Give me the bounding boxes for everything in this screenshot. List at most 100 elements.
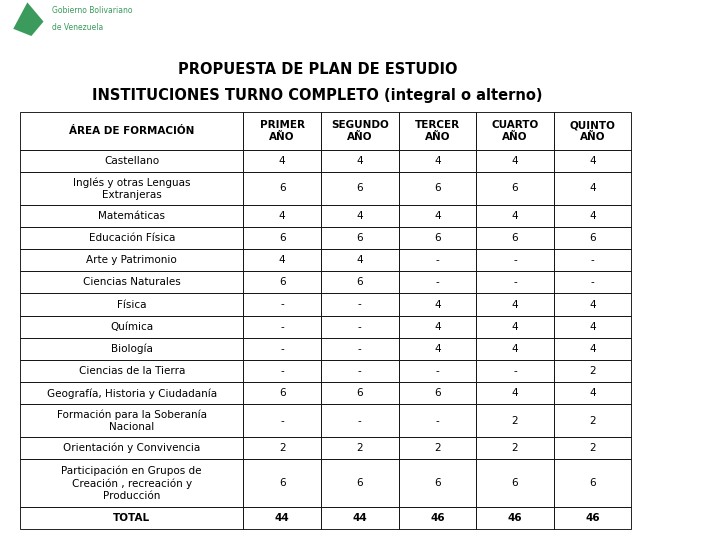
Bar (399, 382, 476, 404)
Text: 6: 6 (434, 478, 441, 488)
Bar (399, 172, 476, 205)
Text: 4: 4 (589, 184, 596, 193)
Bar (554, 459, 631, 507)
Text: 4: 4 (589, 388, 596, 399)
Bar (554, 360, 631, 382)
Text: Biología: Biología (111, 343, 153, 354)
Bar (321, 271, 399, 293)
Text: Orientación y Convivencia: Orientación y Convivencia (63, 443, 200, 453)
Bar (476, 382, 554, 404)
Text: Inglés y otras Lenguas
Extranjeras: Inglés y otras Lenguas Extranjeras (73, 177, 191, 200)
Bar (554, 249, 631, 271)
Text: Gobierno Bolivariano: Gobierno Bolivariano (52, 6, 132, 15)
Bar (476, 205, 554, 227)
Bar (554, 150, 631, 172)
Text: 2: 2 (589, 443, 596, 453)
Text: 2: 2 (589, 366, 596, 376)
Text: 4: 4 (279, 156, 285, 166)
Bar (20, 293, 243, 316)
Bar (321, 249, 399, 271)
Bar (399, 205, 476, 227)
Text: Arte y Patrimonio: Arte y Patrimonio (86, 255, 177, 265)
Text: TERCER
AÑO: TERCER AÑO (415, 120, 460, 142)
Bar (20, 271, 243, 293)
Text: de Venezuela: de Venezuela (52, 23, 103, 32)
Bar (476, 271, 554, 293)
Bar (243, 316, 321, 338)
Bar (554, 172, 631, 205)
Bar (20, 316, 243, 338)
Bar (476, 459, 554, 507)
Text: PRIMER
AÑO: PRIMER AÑO (260, 120, 305, 142)
Text: -: - (358, 300, 361, 309)
Text: 2: 2 (279, 443, 285, 453)
Bar (321, 112, 399, 150)
Bar (554, 437, 631, 459)
Text: 6: 6 (279, 278, 285, 287)
Text: 4: 4 (589, 156, 596, 166)
Polygon shape (13, 2, 43, 36)
Bar (20, 172, 243, 205)
Bar (476, 172, 554, 205)
Bar (554, 227, 631, 249)
Text: 6: 6 (589, 233, 596, 243)
Bar (321, 172, 399, 205)
Bar (243, 293, 321, 316)
Bar (20, 507, 243, 529)
Bar (476, 437, 554, 459)
Bar (476, 227, 554, 249)
Bar (321, 205, 399, 227)
Bar (321, 150, 399, 172)
Text: 4: 4 (356, 156, 363, 166)
Text: -: - (280, 416, 284, 426)
Text: 4: 4 (434, 300, 441, 309)
Bar (554, 112, 631, 150)
Bar (243, 437, 321, 459)
Text: 4: 4 (512, 322, 518, 332)
Text: TOTAL: TOTAL (113, 513, 150, 523)
Text: 4: 4 (512, 156, 518, 166)
Bar (321, 437, 399, 459)
Text: 4: 4 (434, 211, 441, 221)
Text: Física: Física (117, 300, 146, 309)
Text: 4: 4 (434, 156, 441, 166)
Bar (476, 249, 554, 271)
Bar (399, 293, 476, 316)
Bar (321, 459, 399, 507)
Bar (243, 172, 321, 205)
Text: 4: 4 (356, 255, 363, 265)
Text: -: - (436, 416, 439, 426)
Text: 4: 4 (512, 300, 518, 309)
Text: 4: 4 (512, 211, 518, 221)
Bar (399, 150, 476, 172)
Bar (20, 360, 243, 382)
Text: Ciencias Naturales: Ciencias Naturales (83, 278, 181, 287)
Bar (554, 507, 631, 529)
Bar (20, 404, 243, 437)
Text: Educación Física: Educación Física (89, 233, 175, 243)
Text: 6: 6 (356, 278, 363, 287)
Bar (321, 404, 399, 437)
Bar (399, 338, 476, 360)
Bar (243, 271, 321, 293)
Text: CUARTO
AÑO: CUARTO AÑO (491, 120, 539, 142)
Bar (20, 338, 243, 360)
Text: Ciencias de la Tierra: Ciencias de la Tierra (78, 366, 185, 376)
Text: -: - (280, 344, 284, 354)
Bar (20, 382, 243, 404)
Bar (554, 338, 631, 360)
Bar (243, 382, 321, 404)
Text: 6: 6 (512, 184, 518, 193)
Text: Matemáticas: Matemáticas (98, 211, 165, 221)
Text: -: - (358, 322, 361, 332)
Text: -: - (513, 366, 517, 376)
Bar (554, 382, 631, 404)
Bar (20, 459, 243, 507)
Text: -: - (358, 366, 361, 376)
Bar (321, 507, 399, 529)
Bar (399, 404, 476, 437)
Text: -: - (358, 344, 361, 354)
Bar (243, 404, 321, 437)
Text: Química: Química (110, 322, 153, 332)
Text: 4: 4 (589, 322, 596, 332)
